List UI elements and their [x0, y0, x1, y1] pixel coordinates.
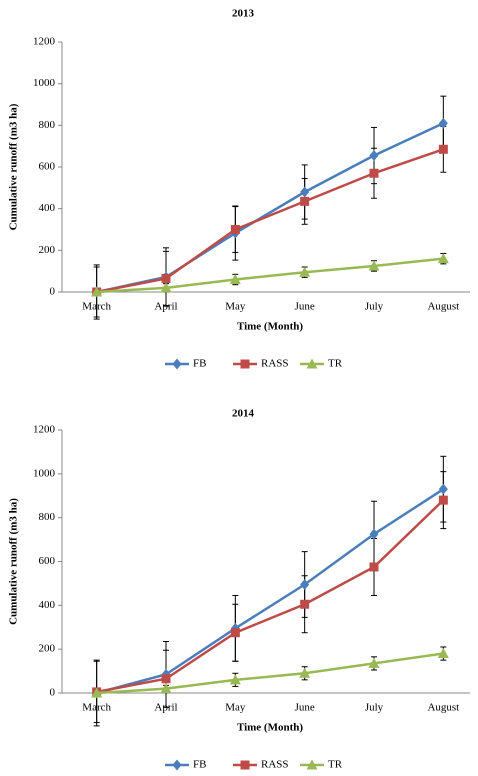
- x-axis-label: Time (Month): [237, 722, 303, 734]
- y-tick-label: 400: [39, 202, 56, 214]
- data-point: [369, 150, 379, 162]
- x-tick-label: July: [365, 301, 384, 313]
- series-line: [96, 122, 444, 294]
- data-point: [369, 528, 379, 540]
- legend-label: TR: [328, 358, 343, 370]
- data-point: [369, 562, 379, 572]
- data-point: [437, 648, 449, 659]
- data-point: [230, 225, 240, 234]
- x-tick-label: August: [427, 301, 459, 313]
- series-line: [96, 652, 444, 695]
- y-tick-label: 1200: [33, 36, 56, 48]
- data-point: [161, 273, 171, 283]
- data-point: [438, 117, 448, 129]
- y-tick-label: 800: [39, 511, 56, 523]
- legend-label: TR: [328, 759, 343, 771]
- y-tick-label: 600: [39, 555, 56, 567]
- y-tick-label: 200: [39, 643, 56, 655]
- data-point: [91, 687, 103, 698]
- chart-title: 2014: [232, 408, 255, 420]
- data-point: [438, 483, 448, 495]
- data-point: [438, 144, 448, 154]
- data-point: [300, 186, 310, 198]
- y-tick-label: 400: [39, 599, 56, 611]
- y-tick-label: 0: [50, 286, 56, 298]
- legend-marker: [306, 358, 318, 369]
- data-point: [160, 683, 172, 694]
- y-tick-label: 0: [50, 687, 56, 699]
- data-point: [161, 674, 171, 684]
- x-tick-label: August: [427, 702, 459, 714]
- x-tick-label: May: [225, 702, 246, 714]
- y-tick-label: 600: [39, 161, 56, 173]
- data-point: [299, 667, 311, 678]
- legend-marker: [240, 359, 250, 369]
- series-line: [96, 257, 444, 294]
- legend-marker: [172, 759, 182, 771]
- legend-label: FB: [193, 358, 206, 370]
- data-point: [437, 253, 449, 264]
- data-point: [368, 260, 380, 271]
- legend-marker: [240, 760, 250, 770]
- chart-title: 2013: [232, 8, 255, 20]
- data-point: [229, 674, 241, 685]
- data-point: [300, 196, 310, 206]
- legend-marker: [306, 759, 318, 770]
- series-line: [96, 488, 445, 695]
- data-point: [230, 628, 240, 638]
- data-point: [91, 286, 103, 297]
- y-axis-label: Cumulative runoff (m3 ha): [8, 498, 20, 625]
- y-tick-label: 1200: [33, 424, 56, 436]
- data-point: [160, 282, 172, 293]
- data-point: [368, 657, 380, 668]
- legend-label: RASS: [261, 759, 289, 771]
- legend-marker: [172, 358, 182, 370]
- y-tick-label: 800: [39, 119, 56, 131]
- y-axis-label: Cumulative runoff (m3 ha): [8, 103, 20, 230]
- x-tick-label: May: [225, 301, 246, 313]
- data-point: [300, 579, 310, 591]
- data-point: [369, 168, 379, 178]
- y-tick-label: 200: [39, 244, 56, 256]
- x-tick-label: June: [295, 702, 315, 714]
- x-tick-label: June: [295, 301, 315, 313]
- series-line: [96, 148, 444, 294]
- series-line: [96, 499, 445, 694]
- x-axis-label: Time (Month): [237, 321, 303, 333]
- data-point: [299, 266, 311, 277]
- legend-label: RASS: [261, 358, 289, 370]
- data-point: [229, 274, 241, 284]
- y-tick-label: 1000: [33, 77, 56, 89]
- x-tick-label: July: [365, 702, 384, 714]
- legend-label: FB: [193, 759, 206, 771]
- data-point: [300, 599, 310, 609]
- y-tick-label: 1000: [33, 467, 56, 479]
- data-point: [438, 495, 448, 505]
